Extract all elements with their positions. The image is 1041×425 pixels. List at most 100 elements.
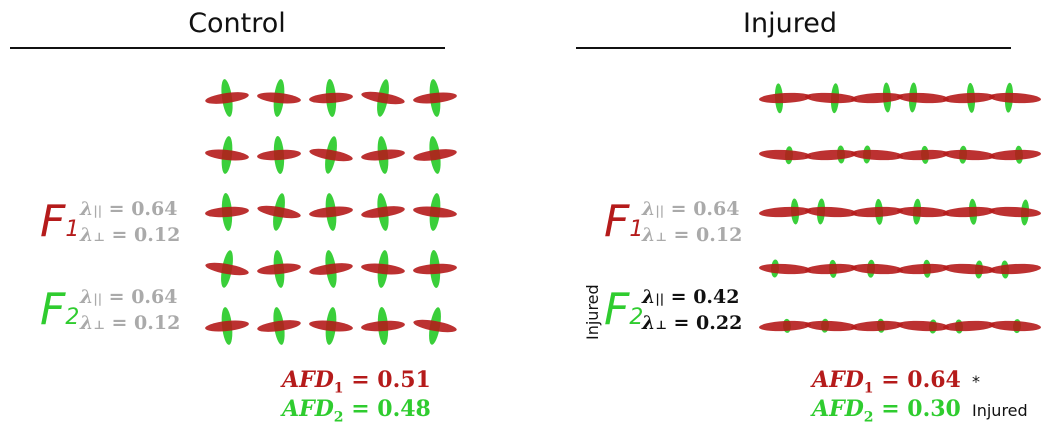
- fiber1-lobe: [361, 263, 405, 275]
- fiber1-lobe: [943, 263, 995, 275]
- injured-fodf-glyph: [759, 259, 811, 278]
- fiber1-lobe: [309, 320, 353, 332]
- control-fodf-glyph: [205, 79, 249, 117]
- control-fodf-glyph: [309, 307, 353, 345]
- injured-afd1: AFD1 = 0.64: [812, 367, 961, 397]
- control-fodf-glyph: [361, 250, 405, 288]
- control-fodf-glyph: [205, 250, 249, 288]
- fiber1-lobe: [205, 149, 249, 161]
- fiber1-lobe: [805, 320, 857, 332]
- fiber1-lobe: [851, 320, 903, 332]
- fiber1-lobe: [943, 320, 995, 332]
- control-fodf-glyph: [205, 136, 249, 174]
- control-fodf-glyph: [309, 136, 353, 174]
- control-fodf-glyph: [257, 307, 301, 345]
- fiber1-lobe: [361, 320, 405, 332]
- fiber1-lobe: [309, 206, 353, 218]
- control-divider: [10, 47, 445, 49]
- fiber1-lobe: [943, 206, 995, 218]
- fiber1-lobe: [989, 92, 1041, 104]
- control-fodf-glyph: [413, 250, 457, 288]
- injured-fodf-glyph: [897, 198, 949, 225]
- control-f1-label: F1: [40, 196, 80, 247]
- injured-divider: [576, 47, 1011, 49]
- control-fodf-glyph: [361, 307, 405, 345]
- fiber1-lobe: [805, 92, 857, 104]
- fiber1-lobe: [413, 319, 457, 333]
- fiber1-lobe: [361, 206, 405, 218]
- fiber1-lobe: [759, 92, 811, 104]
- control-fodf-glyph: [413, 79, 457, 117]
- control-fodf-grid: [205, 79, 457, 345]
- fiber1-lobe: [257, 205, 301, 219]
- control-afd1: AFD1 = 0.51: [282, 367, 431, 397]
- control-fodf-glyph: [413, 193, 457, 231]
- fiber1-lobe: [851, 206, 903, 218]
- injured-f2-side-label: Injured: [583, 284, 602, 340]
- fiber1-lobe: [851, 92, 903, 104]
- control-f2-params: λ|| = 0.64 λ⊥ = 0.12: [80, 286, 181, 334]
- control-fodf-glyph: [413, 136, 457, 174]
- control-fodf-glyph: [205, 193, 249, 231]
- injured-fodf-glyph: [989, 199, 1041, 226]
- fiber1-lobe: [805, 149, 857, 161]
- fiber1-lobe: [759, 320, 811, 332]
- injured-f1-label: F1: [604, 196, 644, 247]
- control-fodf-glyph: [257, 79, 301, 117]
- injured-fodf-glyph: [759, 83, 811, 114]
- injured-fodf-glyph: [805, 83, 857, 114]
- control-fodf-glyph: [309, 250, 353, 288]
- injured-fodf-glyph: [759, 198, 811, 225]
- fiber1-lobe: [759, 263, 811, 275]
- injured-afd2-note: Injured: [972, 401, 1028, 420]
- control-fodf-glyph: [361, 79, 405, 117]
- fiber1-lobe: [897, 263, 949, 275]
- control-fodf-glyph: [361, 136, 405, 174]
- fiber1-lobe: [413, 206, 457, 218]
- injured-fodf-glyph: [897, 82, 949, 113]
- fiber1-lobe: [897, 92, 949, 104]
- fiber1-lobe: [897, 149, 949, 161]
- fiber1-lobe: [897, 320, 949, 332]
- injured-fodf-glyph: [897, 319, 949, 334]
- fiber1-lobe: [361, 91, 405, 105]
- control-f1-params: λ|| = 0.64 λ⊥ = 0.12: [80, 198, 181, 246]
- injured-afd2: AFD2 = 0.30: [812, 396, 961, 425]
- injured-fodf-glyph: [897, 145, 949, 164]
- fiber1-lobe: [413, 149, 457, 161]
- injured-fodf-glyph: [851, 259, 903, 278]
- fiber1-lobe: [361, 149, 405, 161]
- control-fodf-glyph: [413, 307, 457, 345]
- fiber1-lobe: [257, 149, 301, 161]
- injured-fodf-glyph: [943, 145, 995, 164]
- control-fodf-glyph: [309, 79, 353, 117]
- fiber1-lobe: [989, 320, 1041, 332]
- injured-fodf-glyph: [805, 259, 857, 278]
- injured-fodf-glyph: [943, 82, 995, 113]
- fiber1-lobe: [309, 92, 353, 104]
- injured-fodf-glyph: [989, 260, 1041, 279]
- fiber1-lobe: [309, 148, 353, 162]
- injured-title: Injured: [743, 8, 837, 39]
- fiber1-lobe: [851, 149, 903, 161]
- control-afd2: AFD2 = 0.48: [282, 396, 431, 425]
- fiber1-lobe: [413, 263, 457, 275]
- injured-fodf-glyph: [805, 318, 857, 333]
- fiber1-lobe: [989, 263, 1041, 275]
- fiber1-lobe: [205, 206, 249, 218]
- injured-fodf-glyph: [989, 82, 1041, 113]
- control-fodf-glyph: [257, 250, 301, 288]
- injured-fodf-glyph: [805, 198, 857, 225]
- control-fodf-glyph: [257, 193, 301, 231]
- injured-afd1-significance-mark: *: [972, 372, 980, 391]
- control-f2-label: F2: [40, 284, 80, 335]
- injured-fodf-glyph: [989, 145, 1041, 164]
- control-title: Control: [188, 8, 286, 39]
- fiber1-lobe: [309, 263, 353, 275]
- fiber1-lobe: [851, 263, 903, 275]
- injured-f2-label: F2: [604, 284, 644, 335]
- injured-fodf-glyph: [851, 198, 903, 225]
- injured-fodf-glyph: [759, 318, 811, 333]
- injured-fodf-glyph: [851, 145, 903, 164]
- injured-fodf-glyph: [989, 319, 1041, 334]
